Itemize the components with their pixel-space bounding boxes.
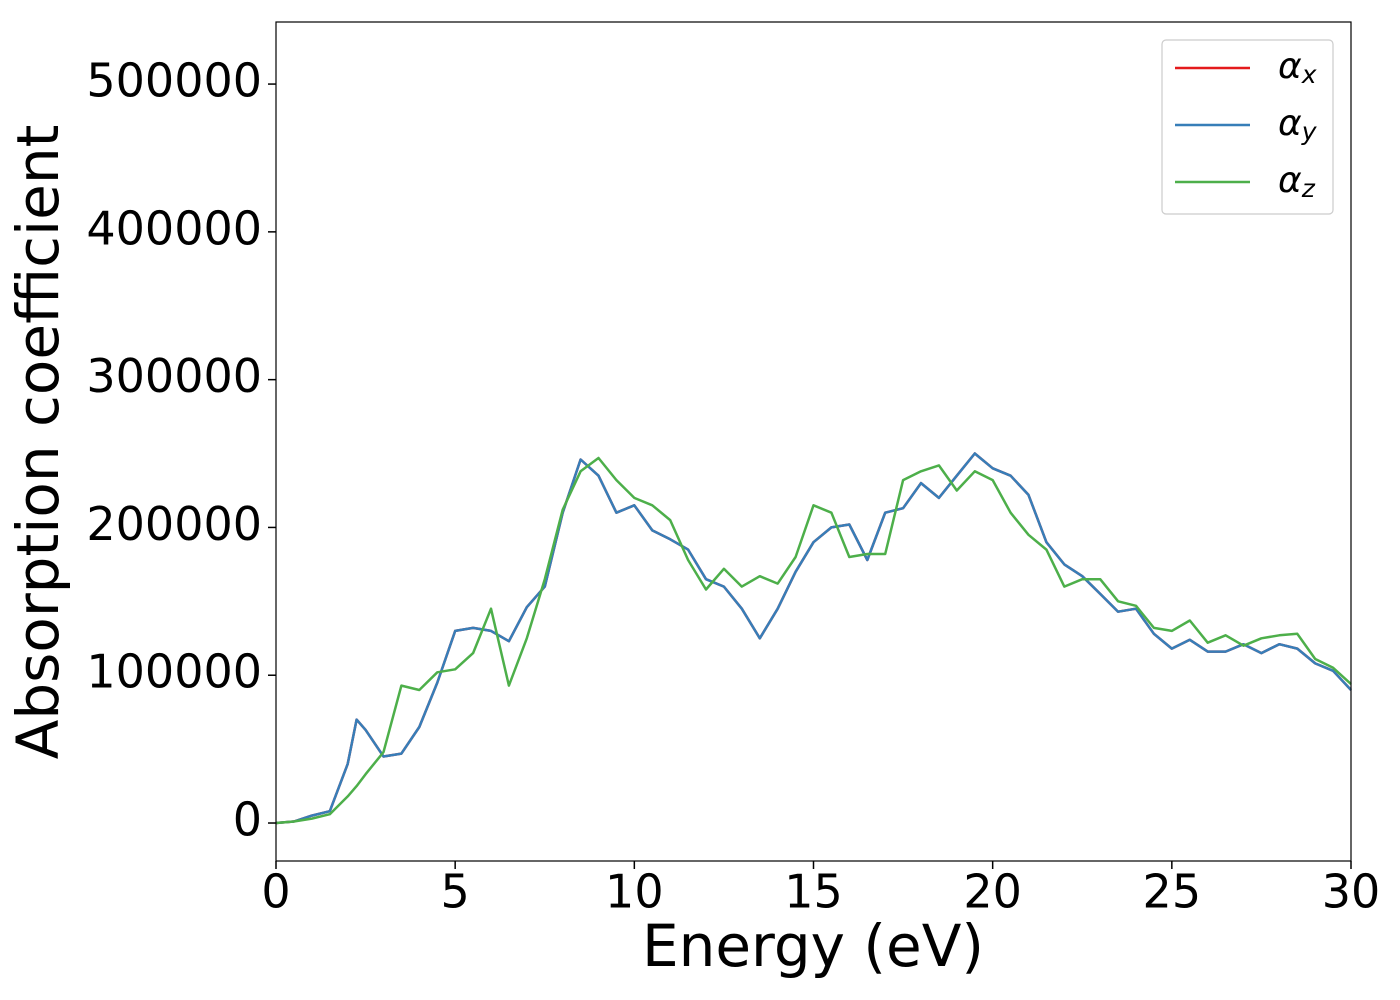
data-line: [275, 452, 1352, 825]
legend-label: αy: [1278, 103, 1318, 146]
y-axis-label: Absorption coefficient: [4, 125, 72, 760]
plot-frame: [275, 21, 1352, 862]
x-tick-label: 5: [441, 865, 470, 919]
y-tick-label: 200000: [86, 497, 262, 551]
y-tick-label: 0: [233, 793, 262, 847]
y-tick-label: 500000: [86, 54, 262, 108]
y-tick-label: 300000: [86, 349, 262, 403]
y-tick-label: 100000: [86, 645, 262, 699]
x-tick-label: 20: [963, 865, 1022, 919]
x-tick-label: 30: [1322, 865, 1381, 919]
x-tick-label: 25: [1143, 865, 1202, 919]
legend-label: αx: [1278, 46, 1317, 89]
x-tick-label: 10: [605, 865, 664, 919]
y-tick-label: 400000: [86, 201, 262, 255]
x-tick-label: 15: [784, 865, 843, 919]
data-line: [275, 456, 1352, 825]
x-tick-label: 0: [261, 865, 290, 919]
x-axis-label: Energy (eV): [642, 912, 984, 980]
legend-box: [1161, 39, 1334, 215]
legend-label: αz: [1278, 160, 1316, 203]
